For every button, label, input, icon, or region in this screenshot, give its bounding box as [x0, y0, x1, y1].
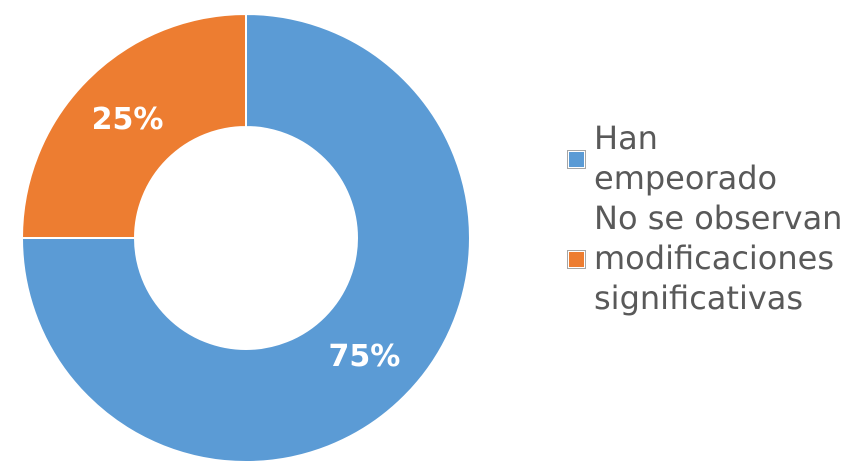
slices-group [20, 12, 471, 463]
legend-swatch-han-empeorado [567, 150, 586, 169]
donut-slice-0 [20, 12, 471, 463]
legend-label-han-empeorado: Han empeorado [594, 119, 778, 197]
data-label-1: 25% [92, 102, 164, 137]
legend-label-no-se-observan: No se observan modificaciones significat… [594, 199, 843, 317]
legend-swatch-no-se-observan [567, 250, 586, 269]
data-label-0: 75% [329, 339, 401, 374]
legend: Han empeorado No se observan modificacio… [566, 118, 856, 318]
labels-group: 75% 25% [92, 102, 401, 374]
donut-slice-1 [20, 12, 247, 239]
legend-entry-han-empeorado: Han empeorado [566, 118, 856, 198]
legend-entry-no-se-observan: No se observan modificaciones significat… [566, 198, 856, 318]
